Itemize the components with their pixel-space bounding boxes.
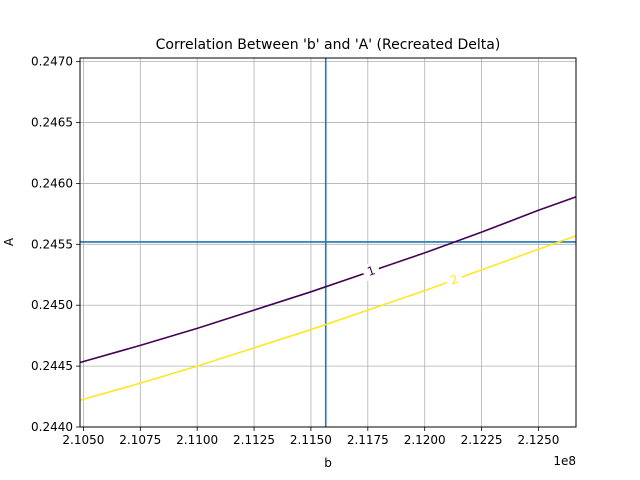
y-ticks: 0.2440 0.2445 0.2450 0.2455 0.2460 0.2465 0.24… <box>31 55 80 434</box>
plot-frame <box>79 57 577 428</box>
y-tick-label: 0.2445 <box>31 359 73 373</box>
reference-lines <box>80 58 576 427</box>
x-ticks: 2.1050 2.1075 2.1100 2.1125 2.1150 2.1175 2.12… <box>62 427 559 447</box>
contour-label-gap <box>444 269 465 291</box>
chart-title: Correlation Between 'b' and 'A' (Recreat… <box>156 37 501 53</box>
x-tick-label: 2.1175 <box>347 433 389 447</box>
x-axis-label: b <box>324 456 332 470</box>
contour-line-1 <box>79 196 577 364</box>
x-tick-label: 2.1250 <box>517 433 559 447</box>
y-axis-label: A <box>2 237 16 246</box>
contour-line-2 <box>79 235 577 401</box>
x-tick-label: 2.1100 <box>176 433 218 447</box>
x-tick-label: 2.1225 <box>461 433 503 447</box>
contour-label-2: 2 <box>448 272 460 288</box>
x-offset-label: 1e8 <box>553 454 576 468</box>
x-tick-label: 2.1050 <box>62 433 104 447</box>
y-tick-label: 0.2470 <box>31 55 73 69</box>
y-tick-label: 0.2440 <box>31 420 73 434</box>
y-tick-label: 0.2460 <box>31 176 73 190</box>
x-tick-label: 2.1150 <box>290 433 332 447</box>
y-tick-label: 0.2450 <box>31 298 73 312</box>
contour-label-gap <box>361 261 382 282</box>
x-tick-label: 2.1125 <box>233 433 275 447</box>
y-tick-label: 0.2465 <box>31 116 73 130</box>
y-tick-label: 0.2455 <box>31 237 73 251</box>
x-tick-label: 2.1075 <box>119 433 161 447</box>
series-group: 12 <box>79 196 577 401</box>
x-tick-label: 2.1200 <box>404 433 446 447</box>
contour-label-1: 1 <box>365 263 377 279</box>
